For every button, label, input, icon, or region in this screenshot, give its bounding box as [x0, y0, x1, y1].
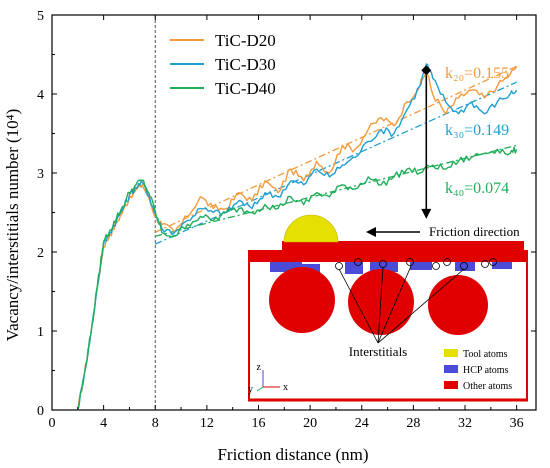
peak-marker	[421, 65, 432, 76]
y-tick-label: 5	[37, 9, 44, 24]
y-axis-title: Vacancy/interstitials number (10⁴)	[3, 109, 22, 342]
x-tick-label: 0	[49, 416, 56, 431]
md-snapshot-inset: Interstitials z x y Tool atoms HCP atoms Other…	[248, 214, 528, 402]
x-tick-label: 8	[152, 416, 159, 431]
interstitial-pointer	[377, 268, 465, 344]
interstitial-circle	[354, 258, 362, 266]
interstitial-circle	[432, 262, 440, 270]
fit-line	[154, 65, 517, 233]
x-tick-label: 24	[355, 416, 369, 431]
axis-x-label: x	[283, 382, 288, 393]
series-line	[77, 63, 518, 411]
axis-y-label: y	[248, 384, 253, 395]
interstitials-label: Interstitials	[349, 344, 408, 359]
interstitial-circle	[481, 260, 489, 268]
series-line	[77, 66, 518, 411]
x-tick-label: 12	[200, 416, 214, 431]
peak-arrow-head	[421, 208, 432, 219]
hcp-patch	[455, 262, 475, 271]
inset-legend-label: HCP atoms	[463, 365, 509, 376]
interstitial-circle	[335, 262, 343, 270]
friction-direction-label: Friction direction	[429, 224, 520, 239]
y-tick-label: 4	[37, 88, 44, 103]
series-line	[77, 146, 518, 411]
tic-particle	[269, 267, 335, 333]
friction-arrow-head	[366, 227, 376, 237]
interstitial-pointer	[338, 268, 379, 344]
x-tick-label: 32	[458, 416, 472, 431]
interstitial-pointer	[377, 265, 412, 344]
inset-legend-label: Other atoms	[463, 381, 512, 392]
legend: TiC-D20 TiC-D30 TiC-D40	[170, 31, 276, 98]
slope-label: k₂₀=0.155	[445, 65, 509, 82]
axis-z-label: z	[257, 362, 262, 373]
slope-label: k₃₀=0.149	[445, 122, 509, 139]
y-tick-label: 1	[37, 325, 44, 340]
hcp-patch	[492, 262, 512, 269]
x-tick-label: 16	[252, 416, 266, 431]
tic-particle	[428, 275, 488, 335]
tool-atoms	[283, 214, 339, 243]
fit-line	[154, 81, 517, 245]
interstitial-circle	[489, 258, 497, 266]
x-tick-label: 28	[406, 416, 420, 431]
x-tick-label: 20	[303, 416, 317, 431]
y-tick-label: 3	[37, 167, 44, 182]
x-tick-label: 4	[100, 416, 107, 431]
inset-legend-swatch	[444, 381, 458, 389]
y-tick-label: 2	[37, 246, 44, 261]
legend-label: TiC-D20	[215, 31, 276, 50]
legend-label: TiC-D40	[215, 79, 276, 98]
hcp-patch	[345, 262, 363, 274]
substrate-slab	[248, 250, 528, 262]
inset-legend-label: Tool atoms	[463, 349, 508, 360]
surface-layer	[282, 241, 524, 251]
hcp-patch	[410, 262, 432, 270]
annotations: k₂₀=0.155 k₃₀=0.149 k₄₀=0.074	[421, 65, 509, 219]
x-axis-title: Friction distance (nm)	[217, 445, 368, 464]
interstitial-circle	[443, 258, 451, 266]
x-tick-label: 36	[510, 416, 524, 431]
series-lines	[77, 63, 518, 411]
y-tick-label: 0	[37, 404, 44, 419]
axis-y	[256, 386, 264, 392]
interstitial-circle	[406, 258, 414, 266]
inset-legend-swatch	[444, 349, 458, 357]
interstitial-pointer	[377, 266, 384, 344]
inset-legend-swatch	[444, 365, 458, 373]
hcp-patch	[370, 262, 398, 272]
slope-label: k₄₀=0.074	[445, 180, 509, 197]
legend-label: TiC-D30	[215, 55, 276, 74]
hcp-patch	[270, 262, 302, 272]
